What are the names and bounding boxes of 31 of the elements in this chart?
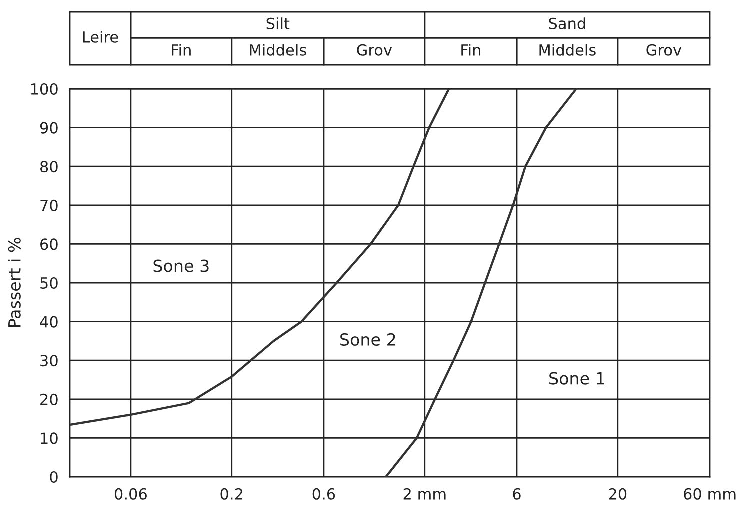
x-tick-label: 0.2: [220, 488, 242, 500]
y-tick-label: 70: [40, 200, 58, 212]
text: Middels: [540, 44, 596, 56]
text: Grov: [646, 44, 682, 56]
x-tick-label: 2 mm: [404, 488, 446, 500]
x-tick-label: 0.6: [312, 488, 336, 500]
text: Silt: [266, 18, 290, 30]
y-tick-label: 50: [40, 277, 58, 290]
y-tick-label: 90: [40, 122, 58, 134]
y-tick-label: 0: [50, 471, 58, 484]
text: Sand: [549, 18, 586, 30]
x-tick-label: 60 mm: [684, 488, 736, 500]
y-tick-label: 60: [40, 238, 58, 250]
annotation: Sone 3: [154, 260, 209, 272]
y-axis-title: Passert i %: [8, 238, 21, 328]
y-tick-label: 40: [40, 316, 58, 328]
annotation: Sone 2: [340, 333, 396, 346]
text: Fin: [172, 44, 191, 56]
x-tick-label: 6: [513, 488, 521, 500]
text: Fin: [462, 44, 480, 56]
text: Leire: [83, 31, 118, 43]
y-tick-label: 30: [40, 355, 58, 367]
y-tick-label: 80: [40, 161, 58, 173]
x-tick-label: 20: [609, 488, 627, 500]
y-tick-label: 20: [40, 394, 58, 406]
annotation: Sone 1: [550, 372, 604, 385]
y-tick-label: 10: [41, 432, 58, 444]
y-tick-label: 100: [31, 83, 58, 96]
x-tick-label: 0.06: [114, 488, 147, 500]
text: Middels: [250, 44, 306, 56]
text: Grov: [357, 44, 392, 56]
